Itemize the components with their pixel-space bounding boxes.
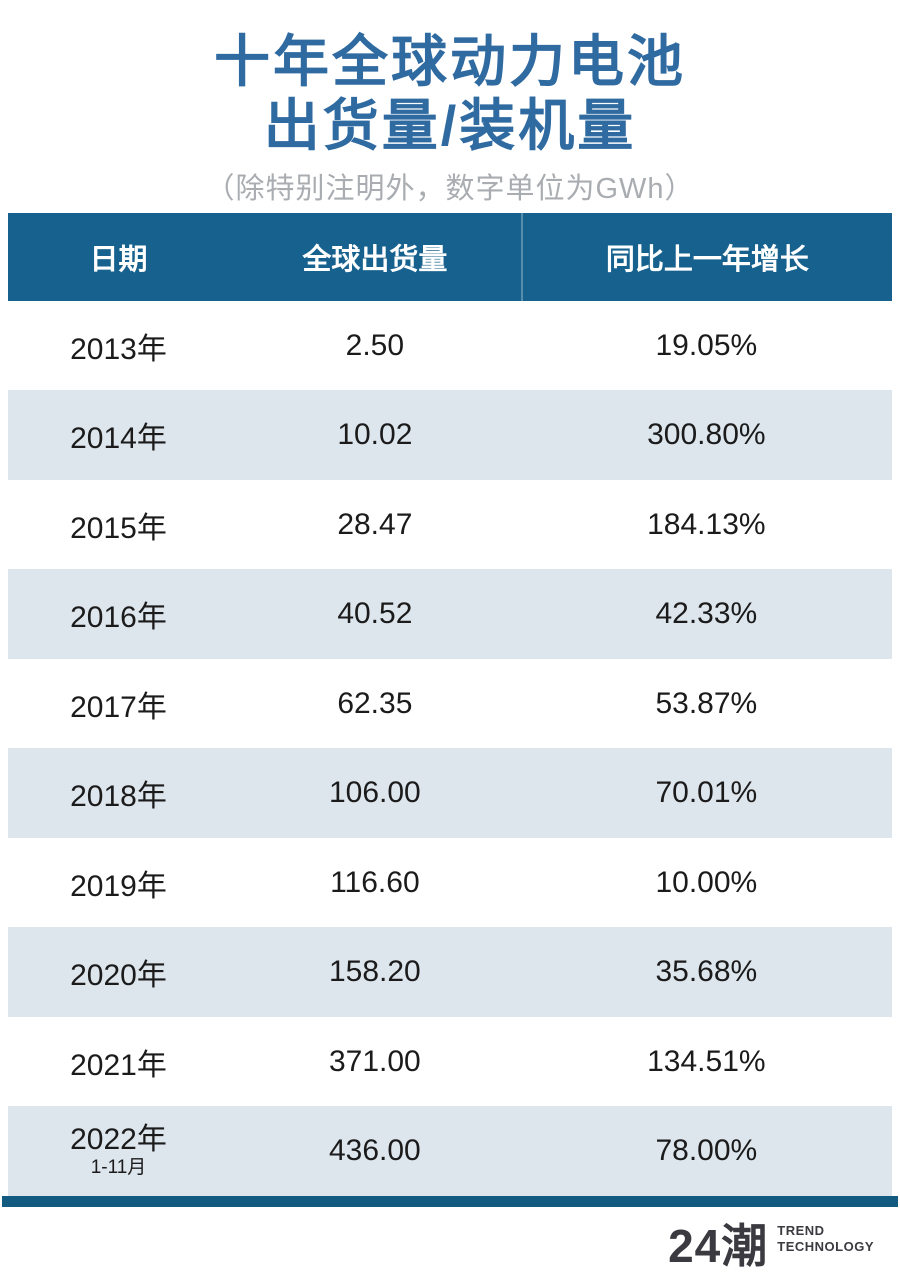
table-row: 2017年 62.35 53.87% (8, 658, 892, 749)
table-row: 2022年 1-11月 436.00 78.00% (8, 1106, 892, 1196)
cell-growth: 70.01% (655, 776, 758, 810)
cell-shipment: 2.50 (345, 328, 405, 362)
cell-growth: 42.33% (655, 597, 758, 631)
cell-growth: 134.51% (647, 1044, 766, 1078)
table-row: 2014年 10.02 300.80% (8, 390, 892, 480)
table-row: 2015年 28.47 184.13% (8, 479, 892, 570)
table-header-row: 日期 全球出货量 同比上一年增长 (8, 212, 892, 301)
cell-date: 2018年 (70, 780, 167, 814)
cell-growth: 35.68% (655, 955, 758, 989)
cell-growth: 19.05% (655, 328, 758, 362)
title-block: 十年全球动力电池 出货量/装机量 （除特别注明外，数字单位为GWh） (0, 0, 900, 207)
cell-date: 2013年 (70, 332, 167, 366)
brand-logo-24chao: 24潮 (668, 1220, 769, 1273)
cell-date: 2021年 (70, 1048, 167, 1082)
table-row: 2021年 371.00 134.51% (8, 1016, 892, 1107)
cell-date: 2015年 (70, 511, 167, 545)
cell-date: 2014年 (70, 422, 167, 456)
cell-shipment: 436.00 (328, 1134, 421, 1168)
cell-shipment: 158.20 (328, 955, 421, 989)
table-row: 2018年 106.00 70.01% (8, 748, 892, 838)
cell-date-year: 2022年 (70, 1123, 167, 1157)
cell-date-note: 1-11月 (90, 1157, 147, 1179)
cell-shipment: 371.00 (328, 1044, 421, 1078)
brand-tagline-line1: TREND (777, 1222, 825, 1238)
cell-date: 2019年 (70, 869, 167, 903)
cell-shipment: 62.35 (337, 686, 413, 720)
cell-date: 2022年 1-11月 (8, 1106, 229, 1196)
brand-tagline-line2: TECHNOLOGY (777, 1239, 874, 1255)
cell-shipment: 116.60 (330, 865, 420, 899)
bottom-accent-bar (2, 1195, 898, 1207)
table-row: 2020年 158.20 35.68% (8, 927, 892, 1017)
cell-shipment: 28.47 (337, 507, 413, 541)
brand-footer: 24潮 TREND TECHNOLOGY (0, 1207, 900, 1270)
battery-shipment-table: 日期 全球出货量 同比上一年增长 2013年 2.50 19.05% 2014年… (8, 212, 892, 1196)
cell-growth: 300.80% (647, 418, 766, 452)
page-title-line1: 十年全球动力电池 (214, 30, 686, 93)
column-header-shipment: 全球出货量 (302, 243, 448, 276)
column-header-growth: 同比上一年增长 (520, 212, 892, 301)
table-row: 2016年 40.52 42.33% (8, 569, 892, 659)
cell-shipment: 10.02 (337, 418, 413, 452)
date-with-note: 2022年 1-11月 (70, 1123, 167, 1179)
cell-growth: 184.13% (647, 507, 766, 541)
table-row: 2013年 2.50 19.05% (8, 300, 892, 391)
cell-shipment: 40.52 (337, 597, 413, 631)
cell-shipment: 106.00 (328, 776, 421, 810)
column-header-date: 日期 (89, 243, 148, 276)
cell-date: 2016年 (70, 601, 167, 635)
cell-growth: 10.00% (655, 865, 758, 899)
cell-growth: 53.87% (655, 686, 758, 720)
cell-growth: 78.00% (655, 1134, 758, 1168)
unit-note: （除特别注明外，数字单位为GWh） (205, 172, 695, 205)
page-title-line2: 出货量/装机量 (263, 94, 637, 158)
cell-date: 2017年 (70, 690, 167, 724)
cell-date: 2020年 (70, 959, 167, 993)
table-row: 2019年 116.60 10.00% (8, 837, 892, 928)
page-title: 十年全球动力电池 出货量/装机量 (0, 30, 900, 159)
brand-tagline: TREND TECHNOLOGY (777, 1223, 874, 1270)
